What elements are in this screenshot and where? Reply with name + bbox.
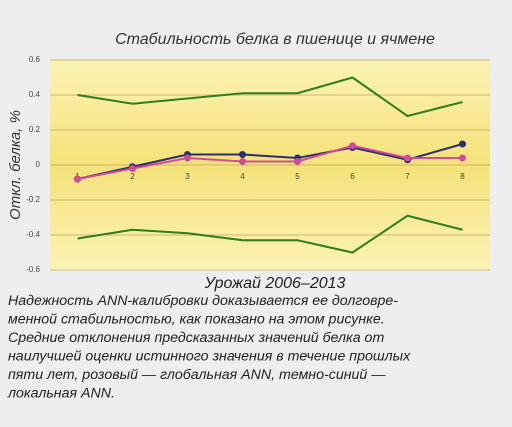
y-tick-label: 0 xyxy=(36,160,41,169)
caption-line: локальная ANN. xyxy=(7,385,115,401)
point xyxy=(239,158,246,165)
y-tick-label: 0.6 xyxy=(29,55,41,64)
caption-line: пяти лет, розовый — глобальная ANN, темн… xyxy=(8,367,386,383)
point xyxy=(459,140,466,148)
point xyxy=(74,175,81,183)
caption-line: Надежность ANN-калибровки доказывается е… xyxy=(8,293,398,309)
point xyxy=(129,165,136,172)
x-tick-label: 6 xyxy=(350,172,355,181)
series-line xyxy=(77,144,463,180)
y-tick-label: -0.6 xyxy=(26,265,40,274)
series-line xyxy=(77,76,463,118)
x-tick-label: 8 xyxy=(460,172,465,181)
point xyxy=(239,151,246,158)
series-line xyxy=(77,143,463,180)
y-tick-label: 0.2 xyxy=(29,125,41,134)
point xyxy=(404,154,411,162)
caption-line: наилучшей оценки истинного значения в те… xyxy=(8,348,411,364)
x-tick-label: 2 xyxy=(130,172,135,181)
y-tick-label: -0.4 xyxy=(26,230,40,239)
x-axis-label: Урожай 2006–2013 xyxy=(204,275,346,292)
x-tick-label: 5 xyxy=(295,172,300,181)
caption-line: менной стабильностью, как показано на эт… xyxy=(8,311,385,327)
x-tick-label: 7 xyxy=(405,172,410,181)
chart-title: Стабильность белка в пшенице и ячмене xyxy=(115,31,435,48)
y-tick-label: 0.4 xyxy=(29,90,41,99)
point xyxy=(184,154,191,162)
caption-line: Средние отклонения предсказанных значени… xyxy=(8,330,384,346)
point xyxy=(459,154,466,162)
x-tick-label: 3 xyxy=(185,172,190,181)
point xyxy=(294,158,301,165)
x-tick-label: 4 xyxy=(240,172,245,181)
point xyxy=(349,142,356,150)
y-axis-label: Откл. белка, % xyxy=(7,110,24,220)
y-tick-label: -0.2 xyxy=(26,195,40,204)
series-line xyxy=(77,214,463,254)
